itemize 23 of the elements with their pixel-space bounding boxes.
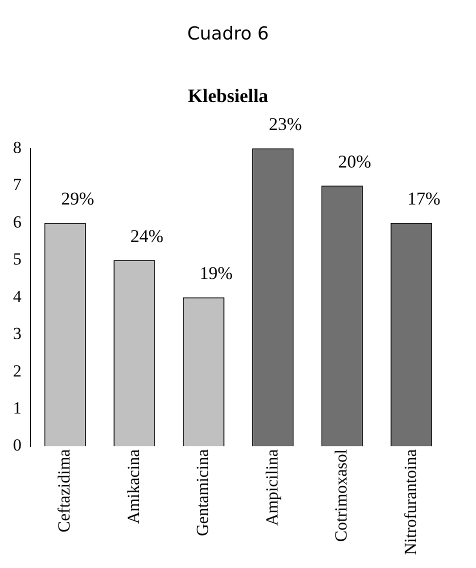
y-tick-label: 5 (13, 250, 22, 269)
annotation: 23% (268, 114, 302, 134)
chart-subtitle: Klebsiella (188, 86, 269, 107)
x-tick-label: Gentamicina (193, 448, 212, 536)
annotation: 20% (338, 151, 372, 172)
x-tick-label: Nitrofurantoina (400, 448, 420, 556)
y-tick-label: 7 (13, 175, 22, 194)
y-tick-label: 0 (13, 436, 22, 455)
y-tick-label: 3 (13, 324, 22, 344)
annotation: 19% (200, 263, 233, 284)
y-tick-label: 4 (13, 286, 22, 306)
annotation: 29% (61, 188, 94, 209)
annotation: 17% (407, 188, 440, 209)
annotation: 24% (130, 226, 164, 246)
y-tick-label: 6 (13, 212, 22, 232)
y-tick-label: 2 (13, 361, 22, 380)
y-tick-label: 1 (13, 398, 22, 418)
x-tick-label: Ceftazidima (54, 448, 74, 532)
chart-title: Cuadro 6 (187, 23, 269, 44)
x-tick-label: Cotrimoxasol (332, 448, 351, 542)
x-tick-label: Amikacina (124, 448, 143, 524)
x-tick-label: Ampicilina (262, 448, 282, 526)
y-tick-label: 8 (13, 138, 22, 157)
